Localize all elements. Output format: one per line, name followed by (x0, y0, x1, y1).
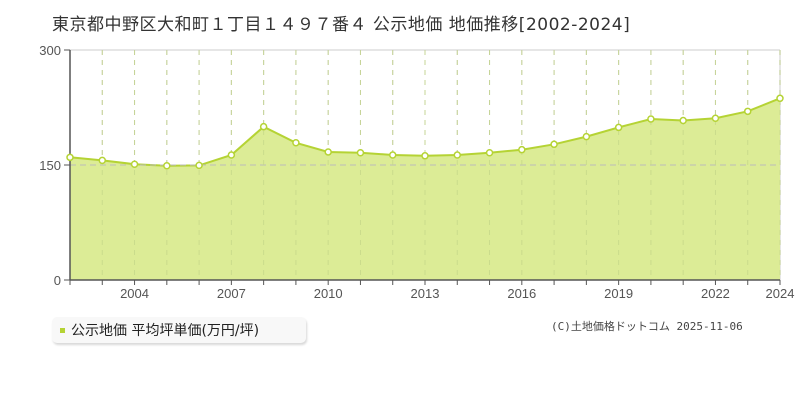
legend: 公示地価 平均坪単価(万円/坪) (52, 317, 306, 343)
legend-label: 公示地価 平均坪単価(万円/坪) (71, 323, 260, 339)
svg-text:2022: 2022 (701, 286, 730, 301)
svg-text:2010: 2010 (314, 286, 343, 301)
svg-text:300: 300 (39, 43, 61, 58)
legend-swatch-icon (60, 327, 65, 333)
svg-text:2004: 2004 (120, 286, 149, 301)
svg-text:2007: 2007 (217, 286, 246, 301)
svg-text:2013: 2013 (411, 286, 440, 301)
svg-text:0: 0 (54, 273, 61, 288)
axes (64, 49, 781, 285)
copyright-text: (C)土地価格ドットコム 2025-11-06 (551, 320, 743, 333)
svg-text:2019: 2019 (604, 286, 633, 301)
chart-title: 東京都中野区大和町１丁目１４９７番４ 公示地価 地価推移[2002-2024] (52, 15, 631, 35)
data-markers (66, 94, 784, 170)
svg-text:2024: 2024 (766, 286, 795, 301)
svg-text:2016: 2016 (507, 286, 536, 301)
svg-text:150: 150 (39, 158, 61, 173)
tick-labels: 0 150 300 2004 2007 2010 2013 2016 2019 2022 2024 (39, 43, 794, 301)
